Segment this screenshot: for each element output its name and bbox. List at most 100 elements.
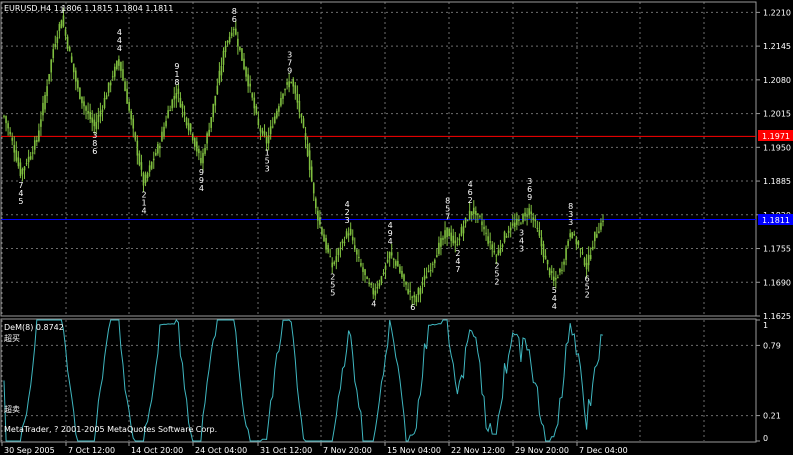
indicator-label: DeM(8) 0.8742 xyxy=(4,323,64,332)
fractal-number: 2 xyxy=(494,277,499,286)
candle-body xyxy=(263,131,266,136)
candle-body xyxy=(433,259,436,264)
candle-body xyxy=(397,260,399,267)
candle-body xyxy=(561,269,563,271)
fractal-numbers: 7451386444214819994681539732553244494675… xyxy=(18,5,589,311)
candle-body xyxy=(142,172,145,186)
time-tick-label: 7 Dec 04:00 xyxy=(579,446,628,455)
candle-body xyxy=(259,128,262,132)
candle-body xyxy=(5,116,7,124)
candle-body xyxy=(66,36,69,49)
red-level-tag-text: 1.1971 xyxy=(762,132,790,141)
candle-body xyxy=(596,234,598,238)
candle-body xyxy=(399,266,401,273)
candle-body xyxy=(177,88,180,94)
candle-body xyxy=(472,207,475,215)
candle-body xyxy=(376,287,379,289)
time-tick-label: 31 Oct 12:00 xyxy=(260,446,312,455)
fractal-number: 9 xyxy=(287,66,292,75)
candle-body xyxy=(31,152,34,154)
candle-body xyxy=(386,259,389,263)
candle-body xyxy=(222,50,225,65)
candle-body xyxy=(267,135,270,144)
candle-body xyxy=(358,256,360,258)
candle-body xyxy=(351,236,354,241)
fractal-number: 9 xyxy=(527,193,532,202)
candle-body xyxy=(538,230,541,236)
candle-body xyxy=(89,111,91,120)
candle-body xyxy=(109,82,112,86)
fractal-number: 2 xyxy=(330,272,335,281)
candle-body xyxy=(54,44,57,47)
candle-body xyxy=(331,262,334,268)
candle-body xyxy=(191,133,194,141)
candle-body xyxy=(364,269,366,276)
candle-body xyxy=(509,227,512,231)
time-tick-label: 7 Oct 12:00 xyxy=(68,446,115,455)
candle-body xyxy=(306,143,309,156)
candle-body xyxy=(239,46,241,51)
fractal-number: 6 xyxy=(410,303,415,312)
time-tick-label: 22 Nov 12:00 xyxy=(451,446,505,455)
demarker-line[interactable] xyxy=(3,319,604,442)
candle-body xyxy=(526,215,528,217)
candle-body xyxy=(302,118,305,128)
candle-body xyxy=(72,63,75,73)
candle-body xyxy=(308,150,311,170)
fractal-number: 4 xyxy=(199,184,204,193)
fractal-number: 5 xyxy=(445,204,450,213)
candle-body xyxy=(464,217,467,224)
candle-body xyxy=(339,247,342,249)
candlestick-series[interactable] xyxy=(3,7,604,307)
candle-body xyxy=(226,40,229,43)
candle-body xyxy=(360,263,362,266)
copyright-text: MetaTrader, ? 2001-2005 MetaQuotes Softw… xyxy=(4,425,218,434)
price-axis: 1.2210 1.2145 1.2080 1.2015 1.1950 1.1885 1.18… xyxy=(756,8,791,321)
candle-body xyxy=(196,141,198,152)
candle-body xyxy=(60,20,63,29)
candle-body xyxy=(62,15,65,27)
candle-body xyxy=(33,140,36,150)
fractal-number: 1 xyxy=(59,5,64,14)
candle-body xyxy=(167,110,169,118)
candle-body xyxy=(189,123,192,132)
candle-body xyxy=(58,24,61,31)
candle-body xyxy=(310,166,313,182)
candle-body xyxy=(187,122,190,131)
candle-body xyxy=(56,37,59,44)
time-tick-label: 15 Nov 04:00 xyxy=(387,446,441,455)
fractal-number: 5 xyxy=(18,197,23,206)
candle-body xyxy=(345,231,348,238)
candle-body xyxy=(452,235,455,244)
fractal-number: 4 xyxy=(117,28,122,37)
candle-body xyxy=(477,213,479,216)
candle-body xyxy=(522,214,524,223)
fractal-number: 3 xyxy=(568,210,573,219)
candle-body xyxy=(64,29,67,36)
candle-body xyxy=(173,95,176,100)
candle-body xyxy=(540,237,543,247)
candle-body xyxy=(278,106,280,112)
fractal-number: 4 xyxy=(117,36,122,45)
candle-body xyxy=(228,36,231,43)
candle-body xyxy=(161,131,163,142)
candle-body xyxy=(128,101,130,111)
fractal-number: 7 xyxy=(18,181,23,190)
candle-body xyxy=(13,144,16,153)
fractal-number: 4 xyxy=(388,221,393,230)
candle-body xyxy=(280,98,282,106)
level-tags: 1.1971 1.1811 xyxy=(758,130,793,225)
candle-body xyxy=(583,258,586,266)
candle-body xyxy=(36,140,38,142)
candle-body xyxy=(300,114,303,118)
fractal-number: 6 xyxy=(92,147,97,156)
candle-body xyxy=(245,67,247,77)
fractal-number: 2 xyxy=(455,249,460,258)
candle-body xyxy=(370,283,372,286)
fractal-number: 5 xyxy=(552,286,557,295)
candle-body xyxy=(532,217,535,221)
fractal-number: 6 xyxy=(232,15,237,24)
candle-body xyxy=(565,247,567,260)
candle-body xyxy=(356,249,358,255)
